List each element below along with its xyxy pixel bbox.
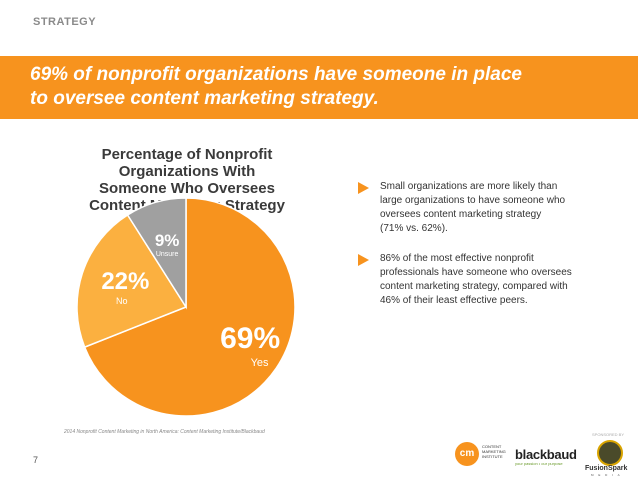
sponsor-label: SPONSORED BY xyxy=(592,432,625,437)
chart-title-line-1: Percentage of Nonprofit xyxy=(101,146,273,163)
headline-line-1: 69% of nonprofit organizations have some… xyxy=(30,64,522,85)
bullet-line: content marketing strategy, compared wit… xyxy=(380,281,568,292)
blackbaud-tagline: your passion • our purpose xyxy=(515,461,563,466)
pie-label-value: 9% xyxy=(154,231,180,251)
page-number: 7 xyxy=(33,455,39,465)
pie-label-value: 69% xyxy=(220,322,281,356)
blackbaud-name: blackbaud xyxy=(515,447,577,462)
pie-label-name: No xyxy=(115,295,128,306)
source-citation: 2014 Nonprofit Content Marketing in Nort… xyxy=(64,429,265,435)
cmi-text-line: INSTITUTE xyxy=(482,454,503,459)
fusionspark-emblem-icon xyxy=(597,440,623,466)
bullet-list: Small organizations are more likely than… xyxy=(358,180,618,320)
cmi-text-line: MARKETING xyxy=(482,449,506,454)
headline: 69% of nonprofit organizations have some… xyxy=(30,63,630,111)
fusionspark-logo: FusionSpark M E D I A xyxy=(585,440,633,477)
pie-slice-unsure xyxy=(126,197,187,310)
cmi-text-line: CONTENT xyxy=(482,444,502,449)
bullet-item: 86% of the most effective nonprofit prof… xyxy=(358,252,618,308)
cmi-logo-text: CONTENT MARKETING INSTITUTE xyxy=(482,444,506,459)
pie-label-value: 22% xyxy=(101,268,150,296)
bullet-line: (71% vs. 62%). xyxy=(380,223,448,234)
section-label: STRATEGY xyxy=(33,16,97,28)
headline-banner: 69% of nonprofit organizations have some… xyxy=(0,56,638,119)
fusionspark-sub: M E D I A xyxy=(591,473,622,477)
cmi-logo: cm CONTENT MARKETING INSTITUTE xyxy=(455,442,515,468)
pie-label-name: Yes xyxy=(250,356,269,369)
triangle-bullet-icon xyxy=(358,182,369,194)
fusionspark-name: FusionSpark xyxy=(585,465,628,472)
bullet-line: professionals have someone who oversees xyxy=(380,267,572,278)
bullet-line: oversees content marketing strategy xyxy=(380,209,542,220)
bullet-line: large organizations to have someone who xyxy=(380,195,566,206)
bullet-line: 46% of their least effective peers. xyxy=(380,295,528,306)
headline-line-2: to oversee content marketing strategy. xyxy=(30,88,379,109)
pie-slice-yes xyxy=(83,197,296,417)
chart-title-line-2: Organizations With xyxy=(118,163,256,180)
chart-title-line-3: Someone Who Oversees xyxy=(99,180,275,197)
bullet-line: 86% of the most effective nonprofit xyxy=(380,253,534,264)
bullet-text: Small organizations are more likely than… xyxy=(380,180,618,236)
bullet-text: 86% of the most effective nonprofit prof… xyxy=(380,252,618,308)
triangle-bullet-icon xyxy=(358,254,369,266)
pie-slice-no xyxy=(76,213,188,349)
bullet-item: Small organizations are more likely than… xyxy=(358,180,618,236)
bullet-line: Small organizations are more likely than xyxy=(380,181,558,192)
cmi-logo-mark: cm xyxy=(455,442,479,466)
pie-label-name: Unsure xyxy=(155,250,179,258)
blackbaud-logo: blackbaud your passion • our purpose xyxy=(515,447,577,466)
